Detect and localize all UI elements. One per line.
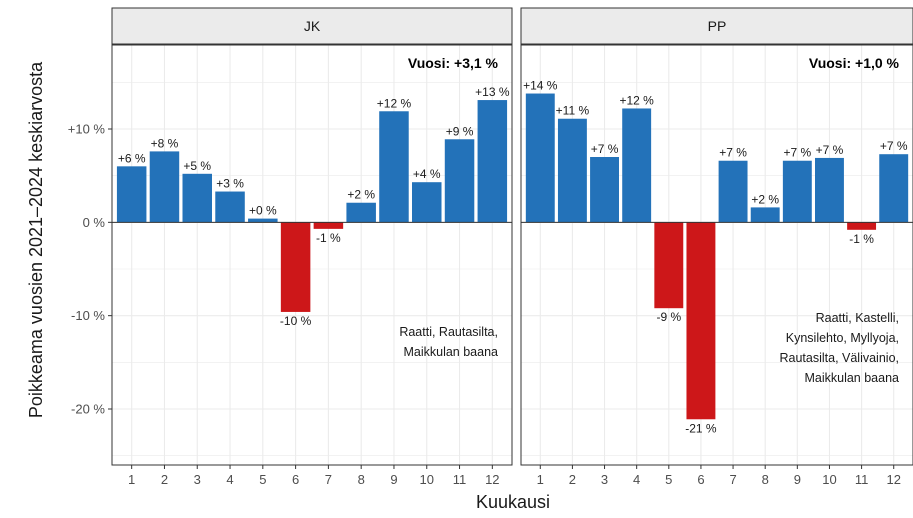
bar-value-label: +3 % xyxy=(216,177,244,191)
bar-pp-7 xyxy=(719,161,748,223)
x-tick-label: 8 xyxy=(358,472,365,487)
x-tick-label: 10 xyxy=(420,472,434,487)
y-tick-label: 0 % xyxy=(83,215,106,230)
bar-value-label: -1 % xyxy=(316,231,341,245)
bar-jk-2 xyxy=(150,151,180,222)
bar-value-label: +0 % xyxy=(249,204,277,218)
bar-pp-3 xyxy=(590,157,619,222)
x-tick-label: 2 xyxy=(569,472,576,487)
panel-background xyxy=(112,45,512,465)
station-note-line: Raatti, Rautasilta, xyxy=(399,325,498,339)
x-tick-label: 1 xyxy=(537,472,544,487)
facet-strip-label: PP xyxy=(708,18,727,34)
station-note-line: Kynsilehto, Myllyoja, xyxy=(786,331,899,345)
bar-jk-11 xyxy=(445,139,475,222)
bar-value-label: +14 % xyxy=(523,79,558,93)
x-tick-label: 6 xyxy=(697,472,704,487)
y-tick-label: -20 % xyxy=(71,402,105,417)
x-tick-label: 6 xyxy=(292,472,299,487)
x-tick-label: 9 xyxy=(390,472,397,487)
bar-pp-4 xyxy=(622,108,651,222)
bar-value-label: +7 % xyxy=(783,146,811,160)
bar-value-label: -10 % xyxy=(280,314,312,328)
x-tick-label: 7 xyxy=(729,472,736,487)
bar-value-label: -9 % xyxy=(656,310,681,324)
bar-value-label: +7 % xyxy=(880,139,908,153)
bar-value-label: +6 % xyxy=(118,151,146,165)
station-note-line: Maikkulan baana xyxy=(403,345,498,359)
bar-value-label: +7 % xyxy=(719,146,747,160)
bar-pp-10 xyxy=(815,158,844,222)
x-axis-title: Kuukausi xyxy=(476,492,550,512)
bar-jk-12 xyxy=(478,100,508,222)
x-tick-label: 1 xyxy=(128,472,135,487)
bar-value-label: +13 % xyxy=(475,85,510,99)
x-tick-label: 10 xyxy=(822,472,836,487)
year-change-label: Vuosi: +1,0 % xyxy=(809,55,900,71)
bar-value-label: -21 % xyxy=(685,421,717,435)
bar-pp-12 xyxy=(879,154,908,222)
x-tick-label: 12 xyxy=(485,472,499,487)
facet-panel-jk: JK +6 % +8 % +5 % +3 % +0 % -10 % -1 % +2 % +12 %… xyxy=(112,8,512,487)
x-tick-label: 11 xyxy=(855,472,869,487)
bar-value-label: +2 % xyxy=(347,188,375,202)
bar-value-label: +12 % xyxy=(377,96,412,110)
x-tick-label: 4 xyxy=(633,472,640,487)
facet-strip-label: JK xyxy=(304,18,321,34)
bar-value-label: +5 % xyxy=(183,159,211,173)
y-axis: +10 % 0 % -10 % -20 % xyxy=(68,122,112,417)
bar-pp-1 xyxy=(526,94,555,223)
station-note-line: Rautasilta, Välivainio, xyxy=(779,351,899,365)
y-tick-label: +10 % xyxy=(68,122,106,137)
bar-jk-9 xyxy=(379,111,409,222)
x-tick-label: 12 xyxy=(886,472,900,487)
x-tick-label: 5 xyxy=(259,472,266,487)
bar-pp-6 xyxy=(686,222,715,419)
y-tick-label: -10 % xyxy=(71,308,105,323)
x-tick-label: 9 xyxy=(794,472,801,487)
bar-jk-10 xyxy=(412,182,442,222)
bar-value-label: +11 % xyxy=(556,104,590,118)
station-note-line: Maikkulan baana xyxy=(804,371,899,385)
bar-pp-11 xyxy=(847,222,876,229)
bar-jk-3 xyxy=(182,174,212,223)
bar-jk-1 xyxy=(117,166,147,222)
x-tick-label: 2 xyxy=(161,472,168,487)
bar-jk-6 xyxy=(281,222,311,312)
bar-pp-9 xyxy=(783,161,812,223)
x-tick-label: 11 xyxy=(453,472,467,487)
bar-pp-8 xyxy=(751,207,780,222)
y-axis-title: Poikkeama vuosien 2021–2024 keskiarvosta xyxy=(26,61,46,418)
bar-value-label: +8 % xyxy=(151,136,179,150)
x-tick-label: 3 xyxy=(601,472,608,487)
x-tick-label: 5 xyxy=(665,472,672,487)
bar-value-label: +4 % xyxy=(413,167,441,181)
year-change-label: Vuosi: +3,1 % xyxy=(408,55,499,71)
bar-jk-4 xyxy=(215,192,245,223)
facet-panel-pp: PP +14 % +11 % +7 % +12 % -9 % -21 % +7 % +2 % +7… xyxy=(521,8,913,487)
bar-value-label: +7 % xyxy=(816,143,844,157)
x-tick-label: 7 xyxy=(325,472,332,487)
bar-value-label: +9 % xyxy=(446,124,474,138)
bar-pp-2 xyxy=(558,119,587,223)
x-tick-label: 4 xyxy=(226,472,233,487)
bar-value-label: +12 % xyxy=(619,93,654,107)
bar-value-label: +7 % xyxy=(591,142,619,156)
x-tick-label: 3 xyxy=(194,472,201,487)
bar-jk-8 xyxy=(346,203,376,223)
bar-value-label: +2 % xyxy=(751,192,779,206)
bar-jk-5 xyxy=(248,219,278,223)
bar-pp-5 xyxy=(654,222,683,308)
station-note-line: Raatti, Kastelli, xyxy=(816,311,899,325)
bar-value-label: -1 % xyxy=(849,232,874,246)
x-tick-label: 8 xyxy=(762,472,769,487)
bar-jk-7 xyxy=(314,222,344,229)
